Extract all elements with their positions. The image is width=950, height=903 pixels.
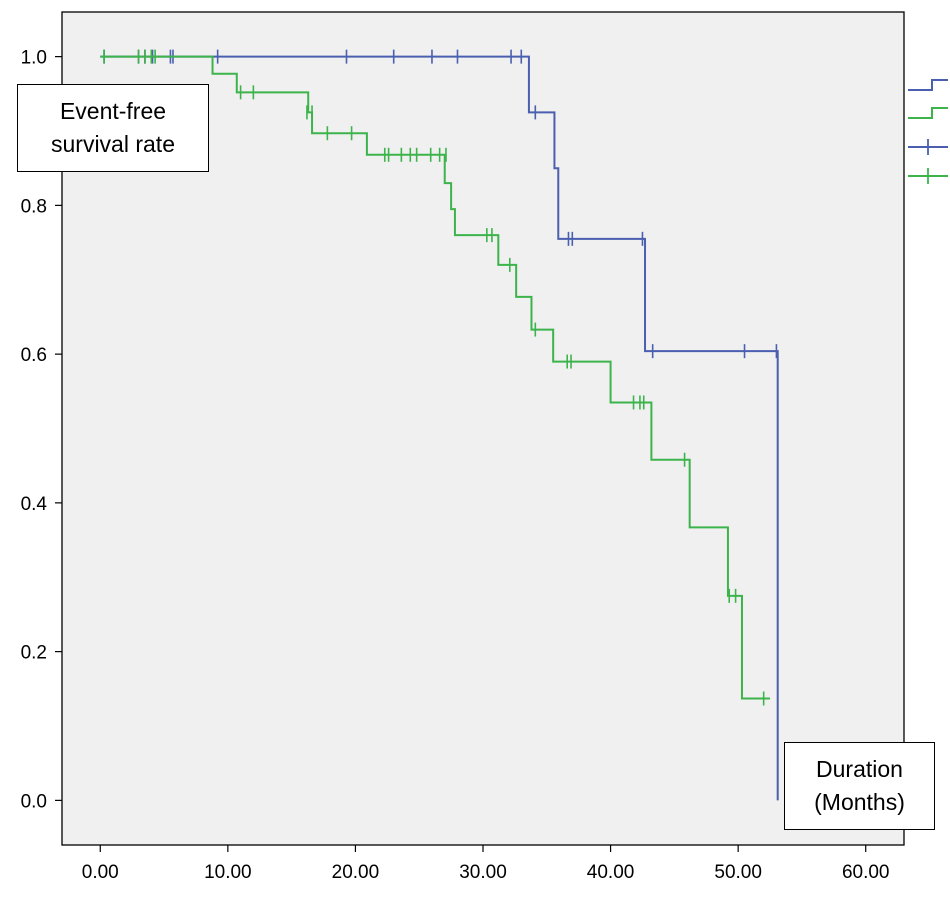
series-line-group-1 xyxy=(100,55,779,801)
y-axis-label-box: Event-free survival rate xyxy=(17,84,209,172)
x-axis-label-box: Duration (Months) xyxy=(784,742,935,830)
y-tick-label-5: 1.0 xyxy=(21,48,47,69)
y-axis-label-line-2: survival rate xyxy=(51,131,175,157)
axes: 0.00 10.00 20.00 30.00 40.00 50.00 60.00 0.0 0.2… xyxy=(21,48,890,883)
y-tick-label-4: 0.8 xyxy=(21,196,47,217)
x-tick-label-5: 50.00 xyxy=(714,862,762,883)
x-axis-label-line-2: (Months) xyxy=(814,789,905,815)
x-tick-label-4: 40.00 xyxy=(587,862,635,883)
x-tick-label-3: 30.00 xyxy=(459,862,507,883)
series-line-group-2 xyxy=(100,55,771,700)
y-tick-label-3: 0.6 xyxy=(21,345,47,366)
x-tick-label-0: 0.00 xyxy=(82,862,119,883)
y-axis-label-line-1: Event-free xyxy=(59,98,167,124)
legend-line-group-1 xyxy=(908,79,948,91)
x-tick-label-2: 20.00 xyxy=(332,862,380,883)
legend xyxy=(908,79,948,184)
x-tick-label-1: 10.00 xyxy=(204,862,252,883)
y-tick-label-1: 0.2 xyxy=(21,643,47,664)
x-axis-label-line-1: Duration xyxy=(816,756,903,782)
y-tick-label-0: 0.0 xyxy=(21,791,47,812)
series-layer xyxy=(100,49,779,801)
x-tick-label-6: 60.00 xyxy=(842,862,890,883)
series-group-2 xyxy=(100,49,771,706)
legend-line-group-2 xyxy=(908,107,948,119)
y-tick-label-2: 0.4 xyxy=(21,494,48,515)
